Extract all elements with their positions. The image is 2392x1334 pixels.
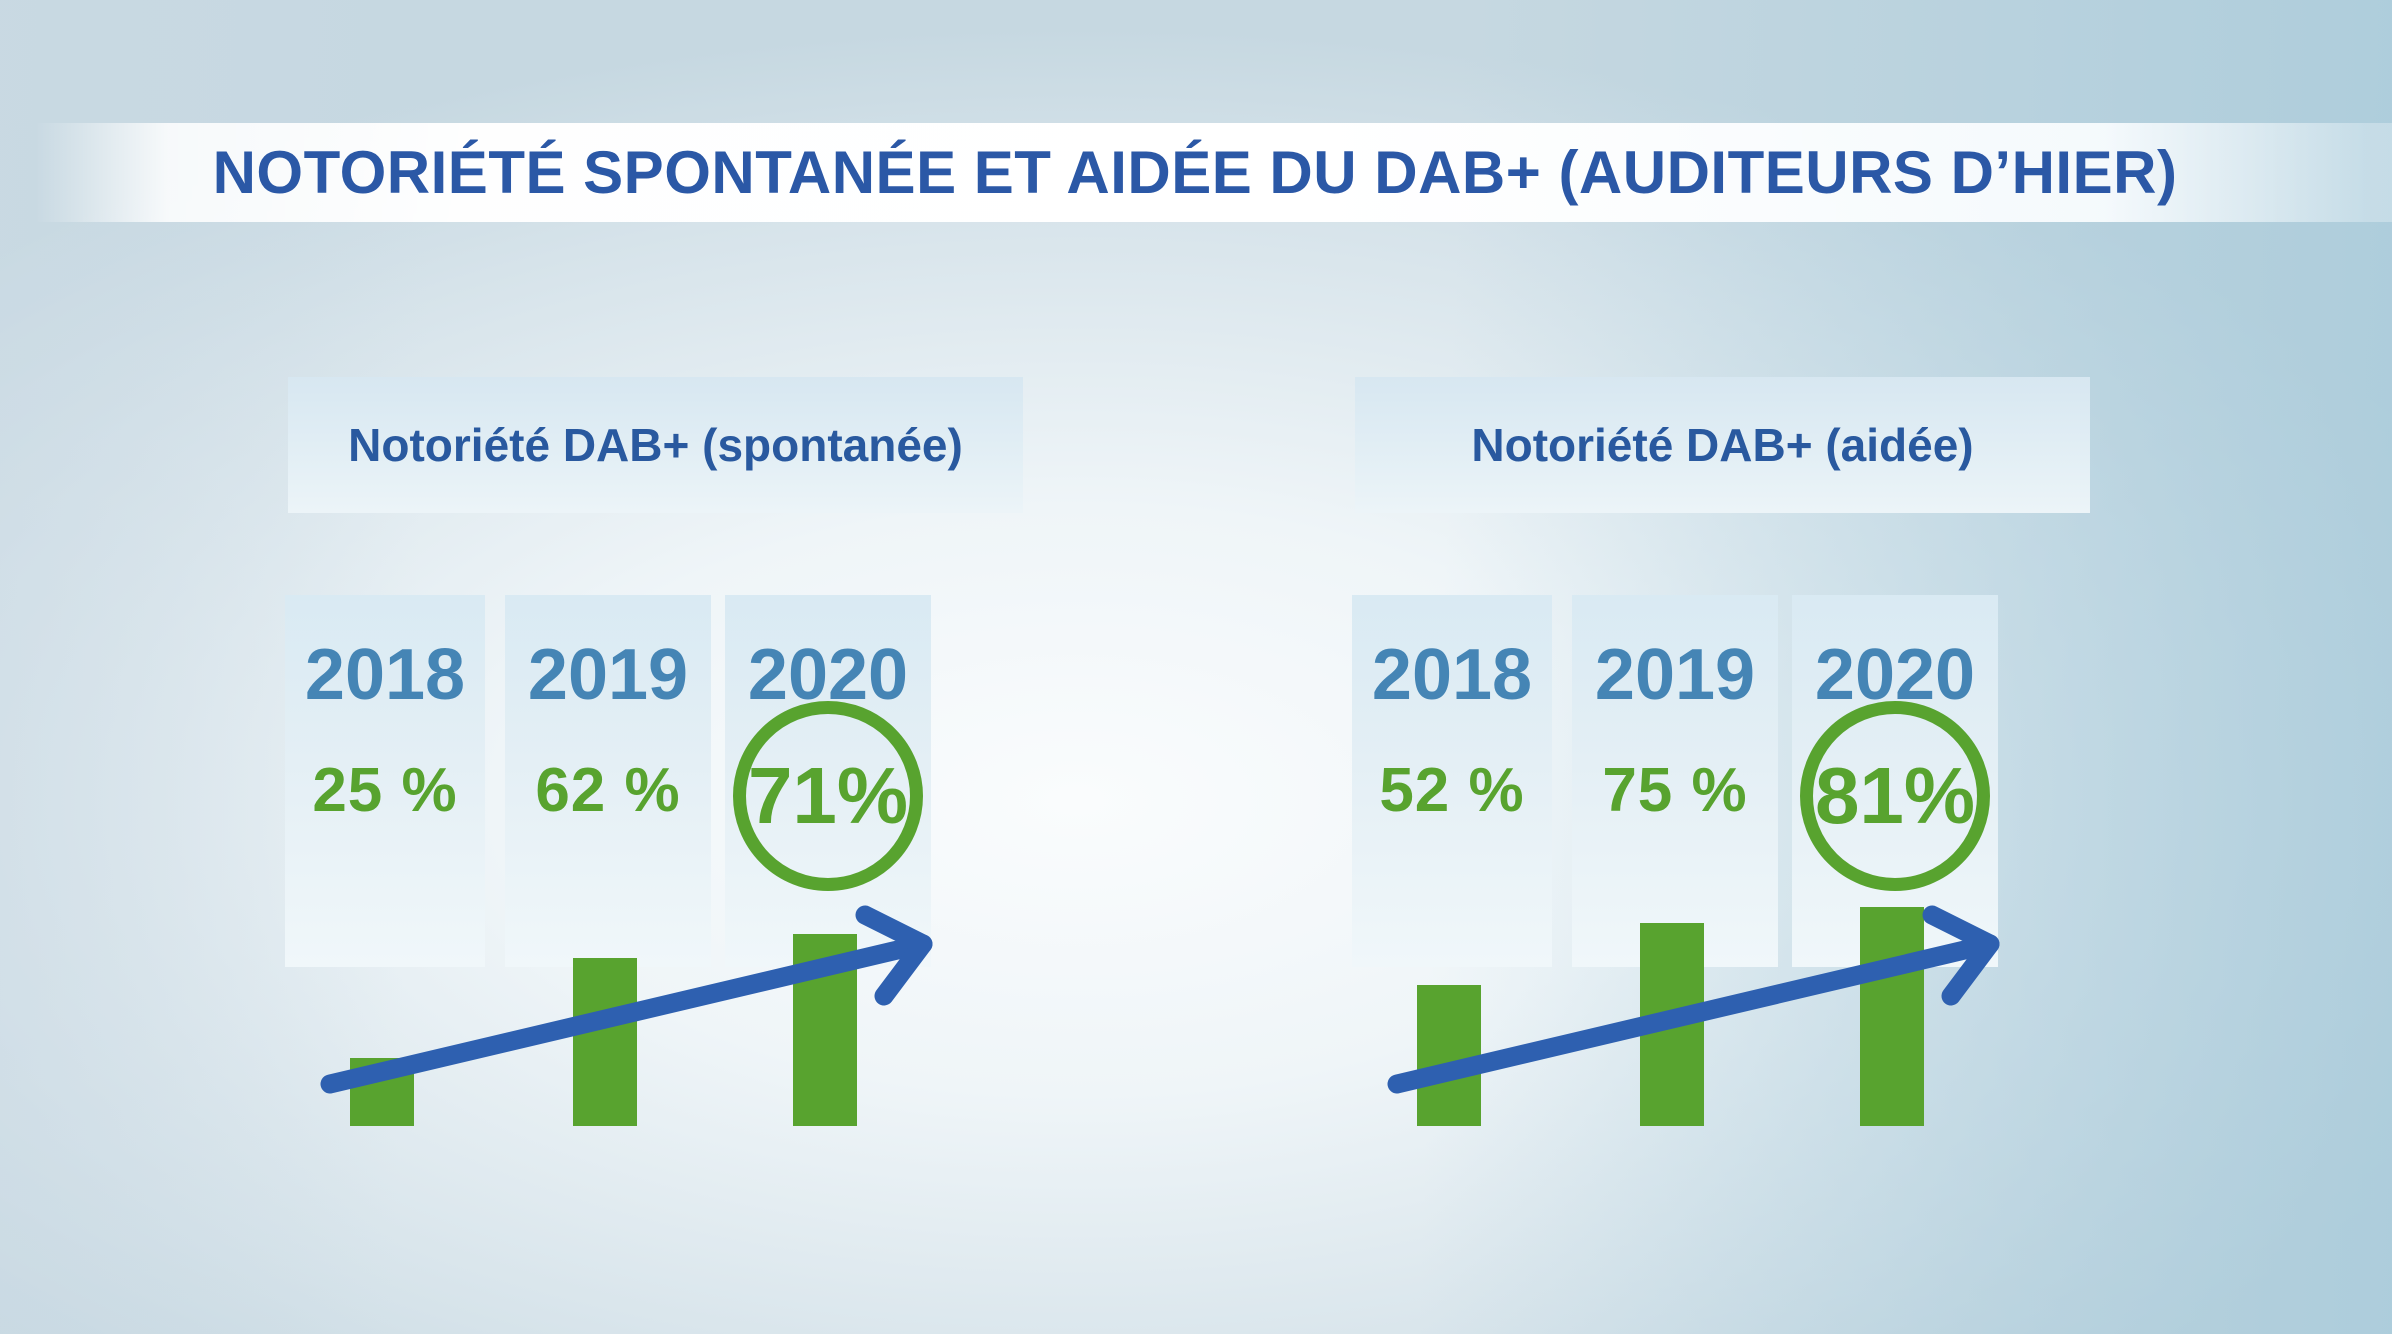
value-label: 75 % <box>1602 756 1748 825</box>
value-label: 52 % <box>1379 756 1525 825</box>
year-label: 2018 <box>304 635 466 715</box>
year-label: 2018 <box>1371 635 1533 715</box>
year-label: 2019 <box>1594 635 1756 715</box>
panel-aidee: Notoriété DAB+ (aidée) 2018 52 % 2019 75 % 2… <box>1352 0 2092 1334</box>
highlight-circle: 71% <box>733 701 923 891</box>
value-label: 71% <box>747 751 909 840</box>
year-column: 2018 25 % <box>285 595 485 967</box>
year-label: 2019 <box>527 635 689 715</box>
highlight-circle: 81% <box>1800 701 1990 891</box>
value-label: 25 % <box>312 756 458 825</box>
bar-chart-spontanee <box>320 905 933 1126</box>
year-column: 2018 52 % <box>1352 595 1552 967</box>
bar-2019 <box>573 958 637 1126</box>
panel-header-aidee: Notoriété DAB+ (aidée) <box>1355 377 2090 513</box>
bar-2020 <box>1860 907 1924 1126</box>
year-column: 2019 62 % <box>505 595 711 967</box>
bars-group <box>1417 907 1924 1126</box>
value-label: 62 % <box>535 756 681 825</box>
year-column: 2019 75 % <box>1572 595 1778 967</box>
year-column: 2020 81% <box>1792 595 1998 967</box>
trend-arrow-icon <box>320 905 933 1094</box>
title-strip: NOTORIÉTÉ SPONTANÉE ET AIDÉE DU DAB+ (AU… <box>0 123 2392 222</box>
bars-group <box>350 934 857 1126</box>
page-title: NOTORIÉTÉ SPONTANÉE ET AIDÉE DU DAB+ (AU… <box>212 139 2178 206</box>
year-column: 2020 71% <box>725 595 931 967</box>
bar-chart-aidee <box>1387 905 2000 1126</box>
trend-arrow-icon <box>1387 905 2000 1094</box>
value-label: 81% <box>1814 751 1976 840</box>
panel-header-spontanee: Notoriété DAB+ (spontanée) <box>288 377 1023 513</box>
panel-header-label: Notoriété DAB+ (aidée) <box>1471 419 1974 471</box>
panel-header-label: Notoriété DAB+ (spontanée) <box>348 419 963 471</box>
panel-spontanee: Notoriété DAB+ (spontanée) 2018 25 % 2019 6… <box>285 0 1025 1334</box>
bar-2018 <box>1417 985 1481 1126</box>
